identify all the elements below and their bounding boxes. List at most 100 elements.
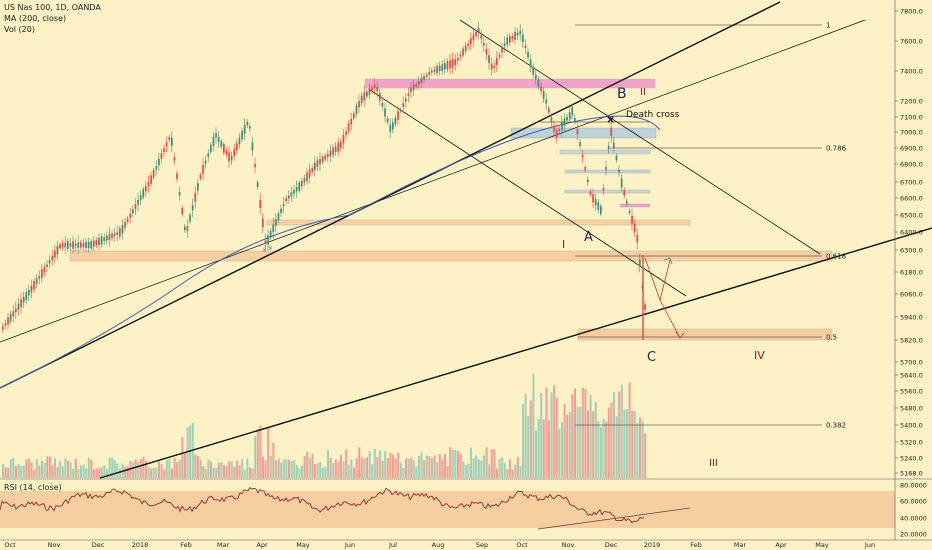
- price-tick-label: 6800.0: [900, 161, 923, 169]
- candle-body: [160, 153, 163, 159]
- candle-body: [519, 30, 522, 35]
- candle-body: [493, 65, 496, 69]
- candle-body: [425, 74, 428, 77]
- volume-bar: [311, 454, 314, 478]
- volume-bar: [626, 409, 628, 478]
- candle-body: [285, 198, 288, 201]
- wave-c-label: C: [647, 350, 656, 365]
- candle-body: [542, 91, 545, 99]
- candle-body: [82, 242, 85, 248]
- candle-body: [137, 199, 139, 205]
- candle-body: [272, 224, 275, 233]
- fib-label: 1: [826, 22, 830, 30]
- candle-body: [9, 313, 12, 322]
- candle-body: [74, 243, 77, 247]
- volume-bar: [550, 392, 553, 478]
- major-uptrend-lower: [99, 227, 932, 479]
- candle-body: [451, 58, 454, 68]
- candle-body: [189, 214, 191, 222]
- candle-body: [516, 32, 519, 36]
- fib-label: 0.786: [826, 145, 847, 153]
- volume-bar: [33, 469, 36, 478]
- candle-body: [246, 121, 249, 126]
- volume-bar: [618, 391, 621, 478]
- volume-bar: [152, 467, 155, 478]
- volume-bar: [124, 466, 127, 478]
- volume-bar: [402, 467, 405, 478]
- candle-body: [25, 292, 28, 301]
- candle-body: [558, 128, 561, 131]
- arrow-up-head: [663, 257, 673, 265]
- price-zones: [69, 78, 833, 341]
- volume-bar: [150, 468, 153, 478]
- volume-bar: [64, 458, 67, 478]
- candle-body: [176, 173, 178, 180]
- candle-body: [628, 210, 631, 213]
- candle-body: [597, 202, 600, 210]
- volume-bar: [457, 451, 459, 478]
- time-tick-label: Dec: [92, 541, 105, 549]
- volume-bar: [215, 467, 218, 478]
- price-tick-label: 6600.0: [900, 195, 923, 203]
- time-tick-label: Aug: [432, 541, 445, 549]
- candle-body: [194, 193, 197, 202]
- rsi-line: [0, 487, 645, 524]
- volume-bar: [238, 465, 241, 478]
- time-tick-label: Feb: [180, 541, 192, 549]
- candle-body: [103, 237, 106, 242]
- volume-bar: [360, 457, 363, 478]
- price-tick-label: 6500.0: [900, 212, 923, 220]
- time-tick-label: Nov: [48, 541, 61, 549]
- candle-body: [298, 182, 301, 191]
- volume-bar: [425, 455, 428, 478]
- candle-body: [514, 31, 516, 40]
- candle-body: [12, 311, 15, 317]
- volume-bar: [111, 457, 114, 478]
- candle-body: [48, 260, 51, 264]
- candle-body: [368, 88, 371, 95]
- candle-body: [610, 128, 613, 136]
- major-uptrend-upper: [0, 1, 781, 389]
- volume-bar: [548, 420, 550, 478]
- candle-body: [324, 155, 327, 160]
- price-tick-label: 6400.0: [900, 229, 923, 237]
- markers: × ×× ××: [262, 113, 615, 254]
- candle-body: [332, 147, 334, 156]
- price-tick-label: 7000.0: [900, 129, 923, 137]
- volume-bar: [194, 454, 197, 478]
- candle-body: [420, 77, 423, 84]
- candle-body: [384, 108, 386, 117]
- orange-zone-mid: [266, 219, 691, 226]
- volume-bar: [106, 469, 108, 478]
- volume-bar: [431, 458, 433, 478]
- time-tick-label: 2019: [644, 541, 661, 549]
- volume-bar: [605, 421, 608, 478]
- volume-bar: [321, 467, 324, 478]
- candle-body: [454, 59, 457, 66]
- price-tick-label: 5240.0: [900, 455, 923, 463]
- volume-bar: [314, 464, 316, 478]
- volume-bar: [59, 461, 62, 478]
- candle-body: [488, 55, 490, 64]
- grey-zone-3: [564, 189, 651, 194]
- volume-bar: [197, 456, 199, 478]
- volume-bar: [173, 457, 176, 478]
- fib-labels: 1 0.786 0.618 0.5 0.382: [826, 22, 847, 430]
- price-tick-label: 5700.0: [900, 359, 923, 367]
- volume-bar: [9, 459, 12, 478]
- candlesticks: [2, 21, 646, 340]
- candle-body: [441, 64, 444, 71]
- time-tick-label: Oct: [516, 541, 528, 549]
- candle-body: [121, 225, 124, 234]
- volume-bar: [509, 459, 511, 478]
- volume-bar: [631, 411, 634, 478]
- volume-bar: [574, 388, 576, 478]
- volume-bar: [407, 458, 410, 478]
- candle-body: [410, 87, 412, 93]
- projection-path-1: [644, 257, 671, 302]
- volume-bar: [464, 464, 467, 478]
- volume-bar: [80, 465, 82, 478]
- candle-body: [418, 81, 420, 85]
- volume-bar: [329, 457, 332, 478]
